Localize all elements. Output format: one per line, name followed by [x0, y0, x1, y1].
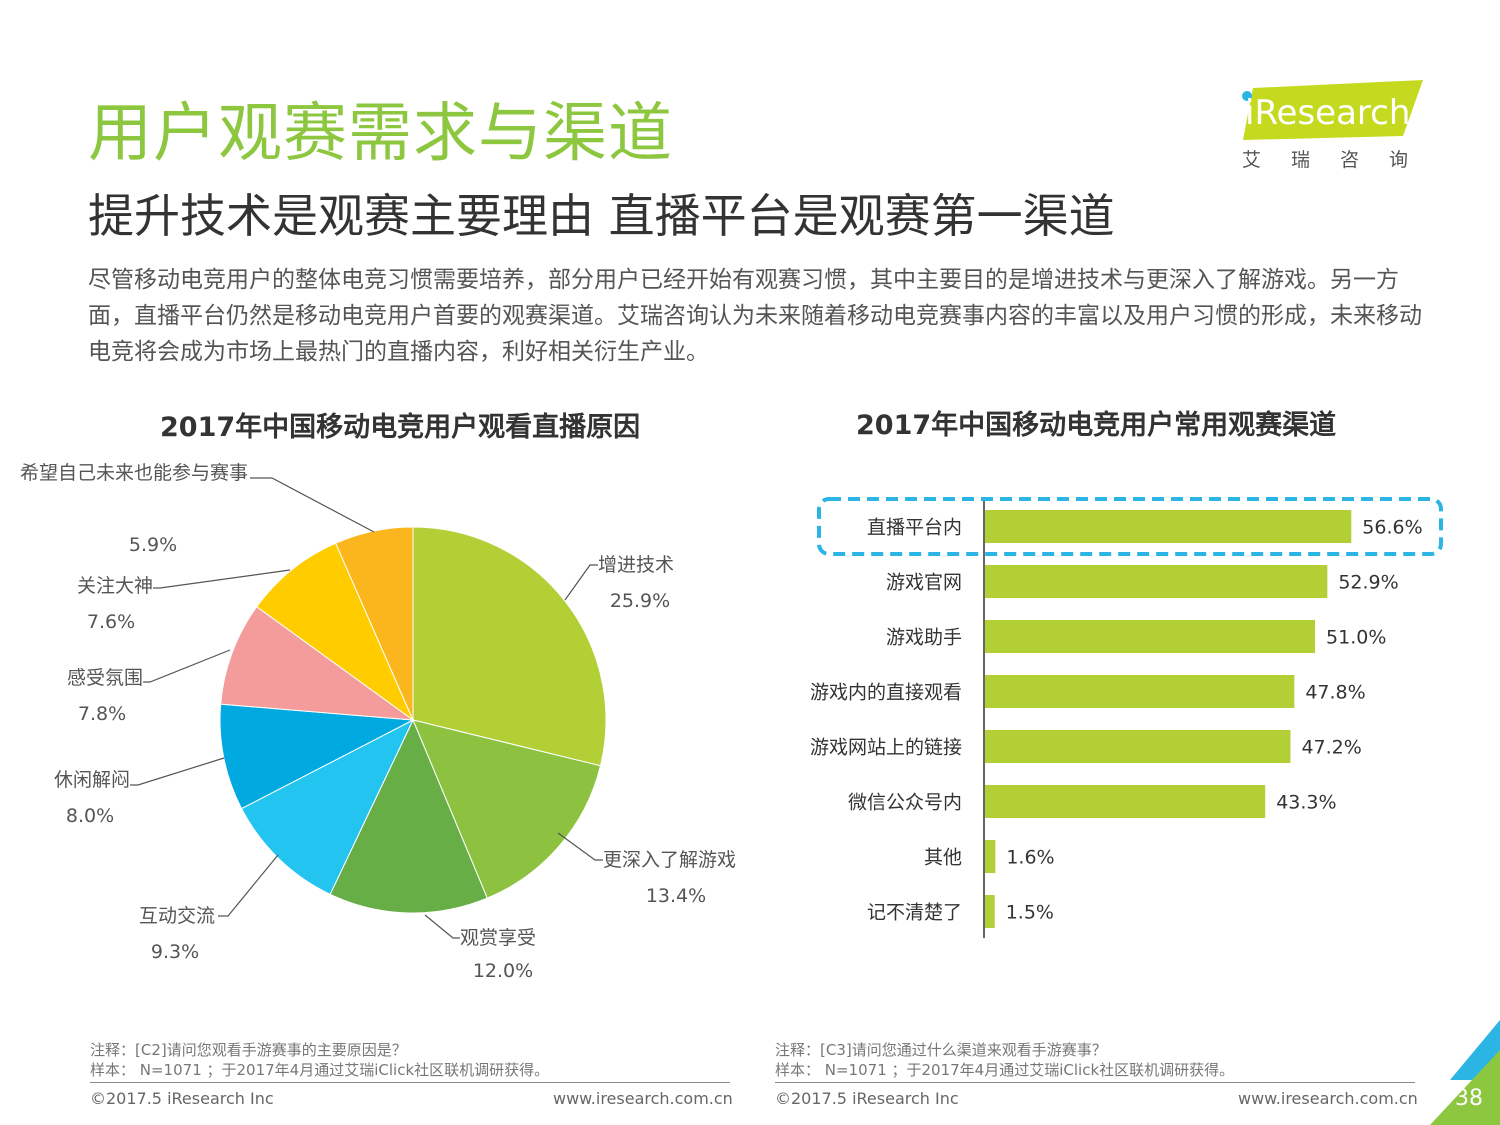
note-left: 注释：[C2]请问您观看手游赛事的主要原因是？ 样本： N=1071 ；于201…	[90, 1040, 549, 1080]
pie-slice-value: 7.8%	[78, 703, 126, 725]
bar-category-label: 其他	[924, 847, 962, 869]
note-left-sample: 样本： N=1071 ；于2017年4月通过艾瑞iClick社区联机调研获得。	[90, 1061, 550, 1079]
pie-slice-label: 更深入了解游戏	[603, 849, 736, 871]
pie-slice-value: 5.9%	[129, 534, 177, 556]
bar-category-label: 直播平台内	[867, 517, 962, 539]
bar-7	[985, 840, 996, 873]
bar-category-label: 微信公众号内	[848, 792, 962, 814]
page-subtitle: 提升技术是观赛主要理由 直播平台是观赛第一渠道	[88, 189, 1115, 243]
pie-slice-value: 7.6%	[87, 611, 135, 633]
bar-value-label: 1.6%	[1006, 847, 1054, 869]
pie-slice-value: 9.3%	[151, 941, 199, 963]
bar-3	[985, 620, 1316, 653]
bar-value-label: 51.0%	[1326, 627, 1386, 649]
bar-category-label: 游戏网站上的链接	[810, 737, 962, 759]
pie-slice-label: 感受氛围	[67, 667, 143, 689]
pie-slice-7	[256, 542, 415, 722]
bar-category-label: 游戏内的直接观看	[810, 682, 962, 704]
iresearch-logo: iResearch	[1242, 80, 1423, 140]
pie-slice-value: 12.0%	[473, 960, 533, 982]
page-number: 38	[1455, 1086, 1483, 1111]
pie-slice-1	[412, 526, 607, 767]
pie-slice-value: 13.4%	[646, 885, 706, 907]
note-right-sample: 样本： N=1071 ；于2017年4月通过艾瑞iClick社区联机调研获得。	[775, 1061, 1235, 1079]
bar-value-label: 43.3%	[1276, 792, 1336, 814]
corner-decoration	[1430, 1020, 1500, 1125]
pie-leader-line	[424, 914, 460, 939]
copyright-left: ©2017.5 iResearch Inc	[90, 1089, 274, 1108]
bar-6	[985, 785, 1266, 818]
pie-slice-label: 希望自己未来也能参与赛事	[20, 462, 248, 484]
footer-divider-right	[775, 1082, 1415, 1083]
pie-slice-label: 增进技术	[598, 554, 674, 576]
pie-slice-label: 观赏享受	[460, 927, 536, 949]
website-link-right[interactable]: www.iresearch.com.cn	[1238, 1089, 1418, 1108]
bar-category-label: 游戏助手	[886, 627, 962, 649]
pie-slice-label: 休闲解闷	[54, 769, 130, 791]
pie-leader-line	[564, 564, 598, 601]
pie-slice-3	[329, 718, 488, 914]
bar-chart-title: 2017年中国移动电竞用户常用观赛渠道	[856, 410, 1337, 441]
note-right-question: 注释：[C3]请问您通过什么渠道来观看手游赛事？	[775, 1041, 1107, 1059]
pie-slice-label: 互动交流	[139, 905, 215, 927]
logo-cn-text: 艾瑞咨询	[1242, 149, 1439, 171]
bar-5	[985, 730, 1291, 763]
note-right: 注释：[C3]请问您通过什么渠道来观看手游赛事？ 样本： N=1071 ；于20…	[775, 1040, 1234, 1080]
bar-2	[985, 565, 1328, 598]
pie-slice-value: 25.9%	[610, 590, 670, 612]
pie-slice-label: 关注大神	[77, 575, 153, 597]
footer-divider-left	[90, 1082, 730, 1083]
viewing-channels-bar-chart: 直播平台内 56.6% 游戏官网 52.9% 游戏助手 51.0% 游戏内的直接观看 47.8…	[810, 497, 1443, 938]
website-link-left[interactable]: www.iresearch.com.cn	[553, 1089, 733, 1108]
note-left-question: 注释：[C2]请问您观看手游赛事的主要原因是？	[90, 1041, 407, 1059]
logo-text: iResearch	[1245, 93, 1410, 133]
pie-leader-line	[218, 854, 279, 917]
pie-leader-line	[130, 757, 225, 786]
pie-slice-6	[220, 606, 415, 721]
pie-leader-line	[250, 477, 375, 533]
intro-paragraph: 尽管移动电竞用户的整体电竞习惯需要培养，部分用户已经开始有观赛习惯，其中主要目的…	[88, 267, 1422, 365]
pie-leader-line	[143, 649, 231, 683]
bar-8	[985, 895, 995, 928]
bar-category-label: 记不清楚了	[867, 902, 962, 924]
bar-category-label: 游戏官网	[886, 572, 962, 594]
pie-slice-2	[412, 719, 602, 899]
pie-leader-line	[153, 569, 291, 589]
logo-badge	[1243, 80, 1423, 140]
viewing-reasons-pie-chart: 增进技术 25.9% 更深入了解游戏 13.4% 观赏享受 12.0% 互动交流 9.3% 休闲…	[20, 462, 736, 982]
pie-leader-line	[557, 832, 603, 861]
page-title: 用户观赛需求与渠道	[88, 97, 673, 171]
bar-value-label: 47.2%	[1301, 737, 1361, 759]
bar-value-label: 47.8%	[1305, 682, 1365, 704]
bar-1	[985, 510, 1352, 543]
pie-slice-value: 8.0%	[66, 805, 114, 827]
highlight-dashed-box	[817, 497, 1443, 556]
pie-chart-title: 2017年中国移动电竞用户观看直播原因	[160, 412, 641, 443]
bar-value-label: 52.9%	[1338, 572, 1398, 594]
bar-4	[985, 675, 1295, 708]
bar-value-label: 1.5%	[1006, 902, 1054, 924]
bar-value-label: 56.6%	[1362, 517, 1422, 539]
copyright-right: ©2017.5 iResearch Inc	[775, 1089, 959, 1108]
pie-slice-4	[240, 718, 415, 895]
